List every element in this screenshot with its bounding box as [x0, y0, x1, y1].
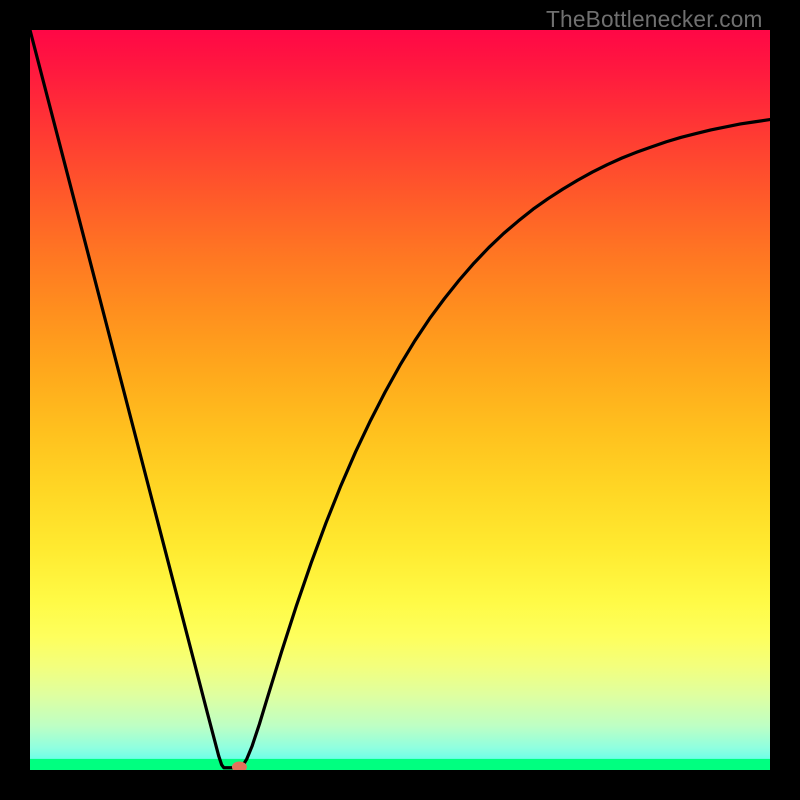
- plot-area: [30, 30, 770, 770]
- baseline-strip: [30, 759, 770, 770]
- chart-svg: [30, 30, 770, 770]
- watermark-text: TheBottlenecker.com: [546, 6, 763, 33]
- gradient-background: [30, 30, 770, 770]
